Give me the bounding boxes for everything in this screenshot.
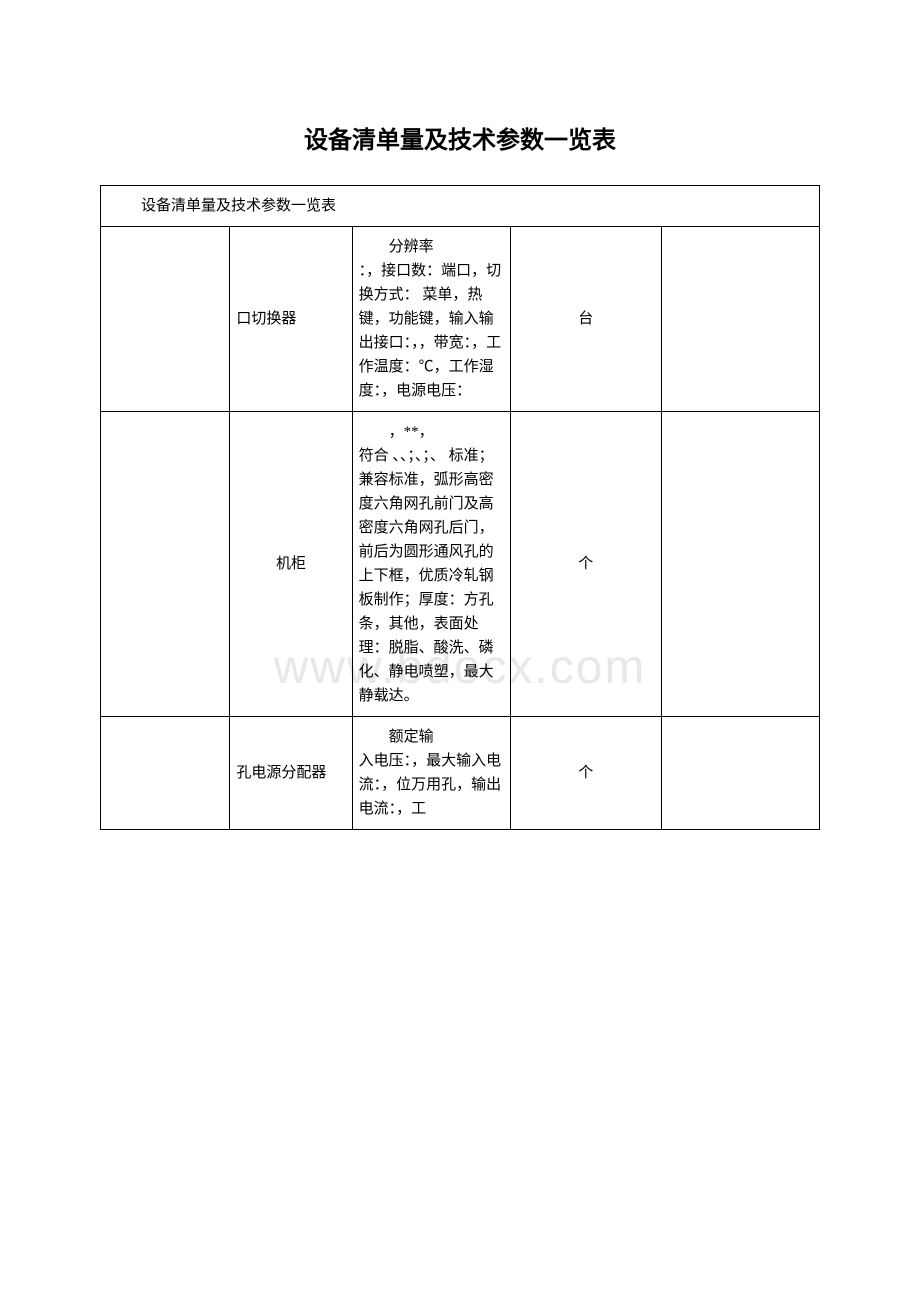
col3-first-line: ，**， — [359, 420, 504, 444]
table-row: 机柜 ，**， 符合 、、；、；、 标准； 兼容标准，弧形高密度六角网孔前门及高密… — [101, 412, 820, 717]
cell-col2: 口切换器 — [230, 227, 352, 412]
cell-col2: 孔电源分配器 — [230, 717, 352, 830]
col3-first-line: 额定输 — [359, 725, 504, 749]
cell-col1 — [101, 717, 230, 830]
page-title: 设备清单量及技术参数一览表 — [100, 120, 820, 155]
col2-text: 孔电源分配器 — [236, 765, 326, 781]
cell-col3: 分辨率 ：，接口数：端口，切换方式： 菜单，热键，功能键，输入输出接口：，，带宽：… — [352, 227, 510, 412]
table-caption-row: 设备清单量及技术参数一览表 — [101, 186, 820, 227]
cell-col3: 额定输入电压：，最大输入电流：，位万用孔，输出电流：，工 — [352, 717, 510, 830]
col3-first-line: 分辨率 — [359, 235, 504, 259]
table-container: 设备清单量及技术参数一览表 口切换器 分辨率 ：，接口数：端口，切换方式： 菜单，… — [100, 185, 820, 830]
col3-rest: 入电压：，最大输入电流：，位万用孔，输出电流：，工 — [359, 753, 502, 817]
col2-text: 机柜 — [276, 556, 306, 572]
cell-col4: 个 — [510, 412, 661, 717]
table-caption: 设备清单量及技术参数一览表 — [101, 186, 820, 227]
cell-col5 — [661, 717, 819, 830]
col3-rest: 符合 、、；、；、 标准； 兼容标准，弧形高密度六角网孔前门及高密度六角网孔后门… — [359, 448, 494, 704]
equipment-table: 设备清单量及技术参数一览表 口切换器 分辨率 ：，接口数：端口，切换方式： 菜单，… — [100, 185, 820, 830]
cell-col4: 个 — [510, 717, 661, 830]
cell-col5 — [661, 412, 819, 717]
cell-col1 — [101, 412, 230, 717]
cell-col3: ，**， 符合 、、；、；、 标准； 兼容标准，弧形高密度六角网孔前门及高密度六角… — [352, 412, 510, 717]
cell-col1 — [101, 227, 230, 412]
col2-text: 口切换器 — [236, 311, 296, 327]
col3-rest: ：，接口数：端口，切换方式： 菜单，热键，功能键，输入输出接口：，，带宽：，工作… — [359, 263, 502, 399]
cell-col4: 台 — [510, 227, 661, 412]
table-row: 孔电源分配器 额定输入电压：，最大输入电流：，位万用孔，输出电流：，工 个 — [101, 717, 820, 830]
table-row: 口切换器 分辨率 ：，接口数：端口，切换方式： 菜单，热键，功能键，输入输出接口：… — [101, 227, 820, 412]
cell-col5 — [661, 227, 819, 412]
cell-col2: 机柜 — [230, 412, 352, 717]
